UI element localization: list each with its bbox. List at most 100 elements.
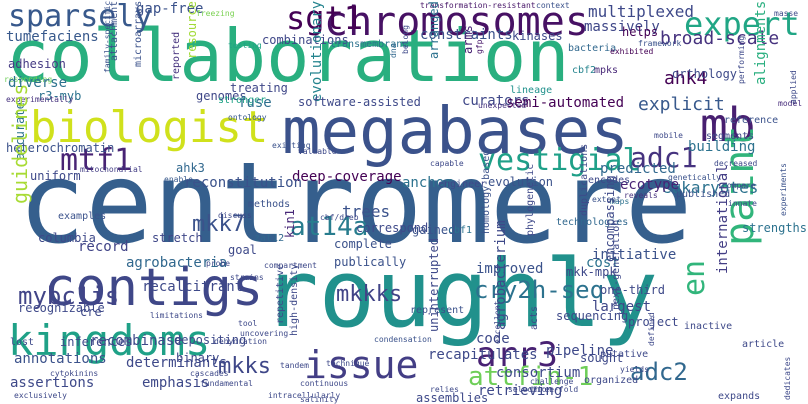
word-next-generation: next-generation (611, 219, 622, 310)
word-engineer: engineer (438, 179, 487, 190)
word-sequencing: sequencing (556, 309, 629, 323)
word-evolution: evolution (488, 175, 554, 189)
word-exclusively: exclusively (14, 391, 67, 400)
word-mobile: mobile (654, 131, 683, 140)
word-condensation: condensation (374, 335, 432, 344)
word-adc2: adc2 (630, 358, 688, 386)
word-reported: reported (171, 31, 182, 80)
word-represent: represent (410, 305, 465, 316)
word-article: article (742, 339, 785, 350)
word-roughly: roughly (262, 240, 659, 349)
word-unexpected: unexpected (478, 101, 527, 110)
word-belong: belong (401, 25, 410, 54)
word-lineage: lineage (510, 85, 553, 96)
word-adhesion: adhesion (8, 57, 66, 71)
word-agrobacteria: agrobacteria (126, 255, 228, 271)
word-cbf1: cbf1 (448, 225, 473, 236)
word-dehydration: dehydration (214, 337, 267, 346)
word-ahk3: ahk3 (176, 161, 205, 175)
word-responding: responding (4, 75, 53, 84)
word-recombinase: recombinase (90, 333, 183, 349)
word-uniform: uniform (30, 169, 81, 183)
word-trees: trees (342, 202, 391, 221)
word-dedicates: dedicates (783, 356, 792, 400)
word-segments: segments (706, 131, 755, 142)
word-framework: framework (638, 39, 682, 48)
word-software-assisted: software-assisted (298, 95, 421, 109)
word-mpks: mpks (594, 65, 619, 76)
word-attfin-1: attfin-1 (468, 362, 594, 392)
word-anchor: anchor (402, 175, 453, 191)
word-lost: lost (10, 337, 35, 348)
word-en: en (677, 259, 712, 296)
word-capable: capable (430, 159, 464, 168)
word-centromere: centromere (18, 139, 693, 269)
word-encodes: encodes (588, 175, 631, 186)
word-pipeline: pipeline (546, 343, 614, 359)
word-phylogenetic: phylogenetic (525, 163, 536, 236)
word-multiplexed: multiplexed (588, 2, 694, 21)
word-strains: strains (230, 273, 264, 282)
word-three-fold: three-fold (530, 385, 579, 394)
word-chromosomes: chromosomes (324, 0, 589, 45)
word-cytokinins: cytokinins (50, 369, 99, 378)
word-combinations: combinations (262, 33, 349, 47)
word-depositing: depositing (174, 333, 247, 347)
word-improved: improved (476, 261, 544, 277)
word-determinants: determinants (126, 355, 228, 371)
word-technique: technique (326, 359, 370, 368)
word-project: project (628, 315, 679, 329)
word-record: record (78, 239, 129, 255)
word-goal: goal (228, 243, 257, 257)
word-vestigial: vestigial (478, 143, 641, 178)
word-performing: performing (737, 35, 746, 84)
word-maps: maps (610, 197, 630, 206)
word-fuse: fuse (238, 95, 272, 111)
word-binary: binary (176, 351, 220, 365)
word-collaboration: collaboration (6, 14, 570, 98)
word-expands: expands (718, 391, 761, 402)
word-tumefaciens: tumefaciens (6, 29, 99, 45)
word-retrieving: retrieving (478, 383, 563, 399)
word-inferences: inferences (60, 335, 133, 349)
word-emphasis: emphasis (142, 375, 210, 391)
word-transformation-resistant: transformation-resistant (420, 1, 536, 10)
word-relies: relies (430, 385, 459, 394)
word-constraints: constraints (420, 27, 513, 43)
word-yields: yields (620, 365, 649, 374)
word-recognizable: recognizable (18, 301, 105, 315)
word-continuous: continuous (300, 379, 349, 388)
word-mybc1is: mybc1is (18, 282, 120, 310)
word-curators: curators (462, 93, 530, 109)
word-issue: issue (304, 343, 419, 387)
word-experiments: experiments (779, 163, 788, 216)
word-defined: defined (647, 312, 656, 346)
word-alignments: alignments (753, 1, 769, 86)
word-publically: publically (334, 255, 407, 269)
word-explicit: explicit (638, 94, 725, 115)
word-sought: sought (580, 351, 624, 365)
word-probe: probe (206, 259, 231, 268)
word-correspond: correspond (356, 221, 429, 235)
word-kingdoms: kingdoms (8, 316, 211, 365)
word-arms: arms (461, 25, 475, 54)
word-cost: cost (586, 255, 620, 271)
word-columbia: columbia (38, 231, 96, 245)
word-guidelines: guidelines (8, 83, 32, 204)
word-massively: massively (584, 19, 660, 35)
word-mitochondrial: mitochondrial (80, 165, 143, 174)
word-mkkks: mkkks (336, 282, 403, 307)
word-gap-free: gap-free (136, 1, 204, 17)
word-cbf-dreb: cbf/dreb (320, 213, 359, 222)
word-orthology: orthology (672, 67, 738, 81)
word-recalcitrant: recalcitrant (142, 279, 244, 295)
word-broad-scale: broad-scale (660, 28, 780, 49)
word-at14a: at14a (290, 212, 369, 242)
word-uninterrupted: uninterrupted (427, 238, 441, 332)
word-zat12: zat12 (254, 233, 285, 244)
word-treating: treating (230, 81, 288, 95)
word-kinases: kinases (512, 29, 563, 43)
word-helps: helps (622, 25, 659, 39)
word-adc1: adc1 (630, 141, 698, 174)
word-heterochromatin: heterochromatin (6, 141, 115, 155)
